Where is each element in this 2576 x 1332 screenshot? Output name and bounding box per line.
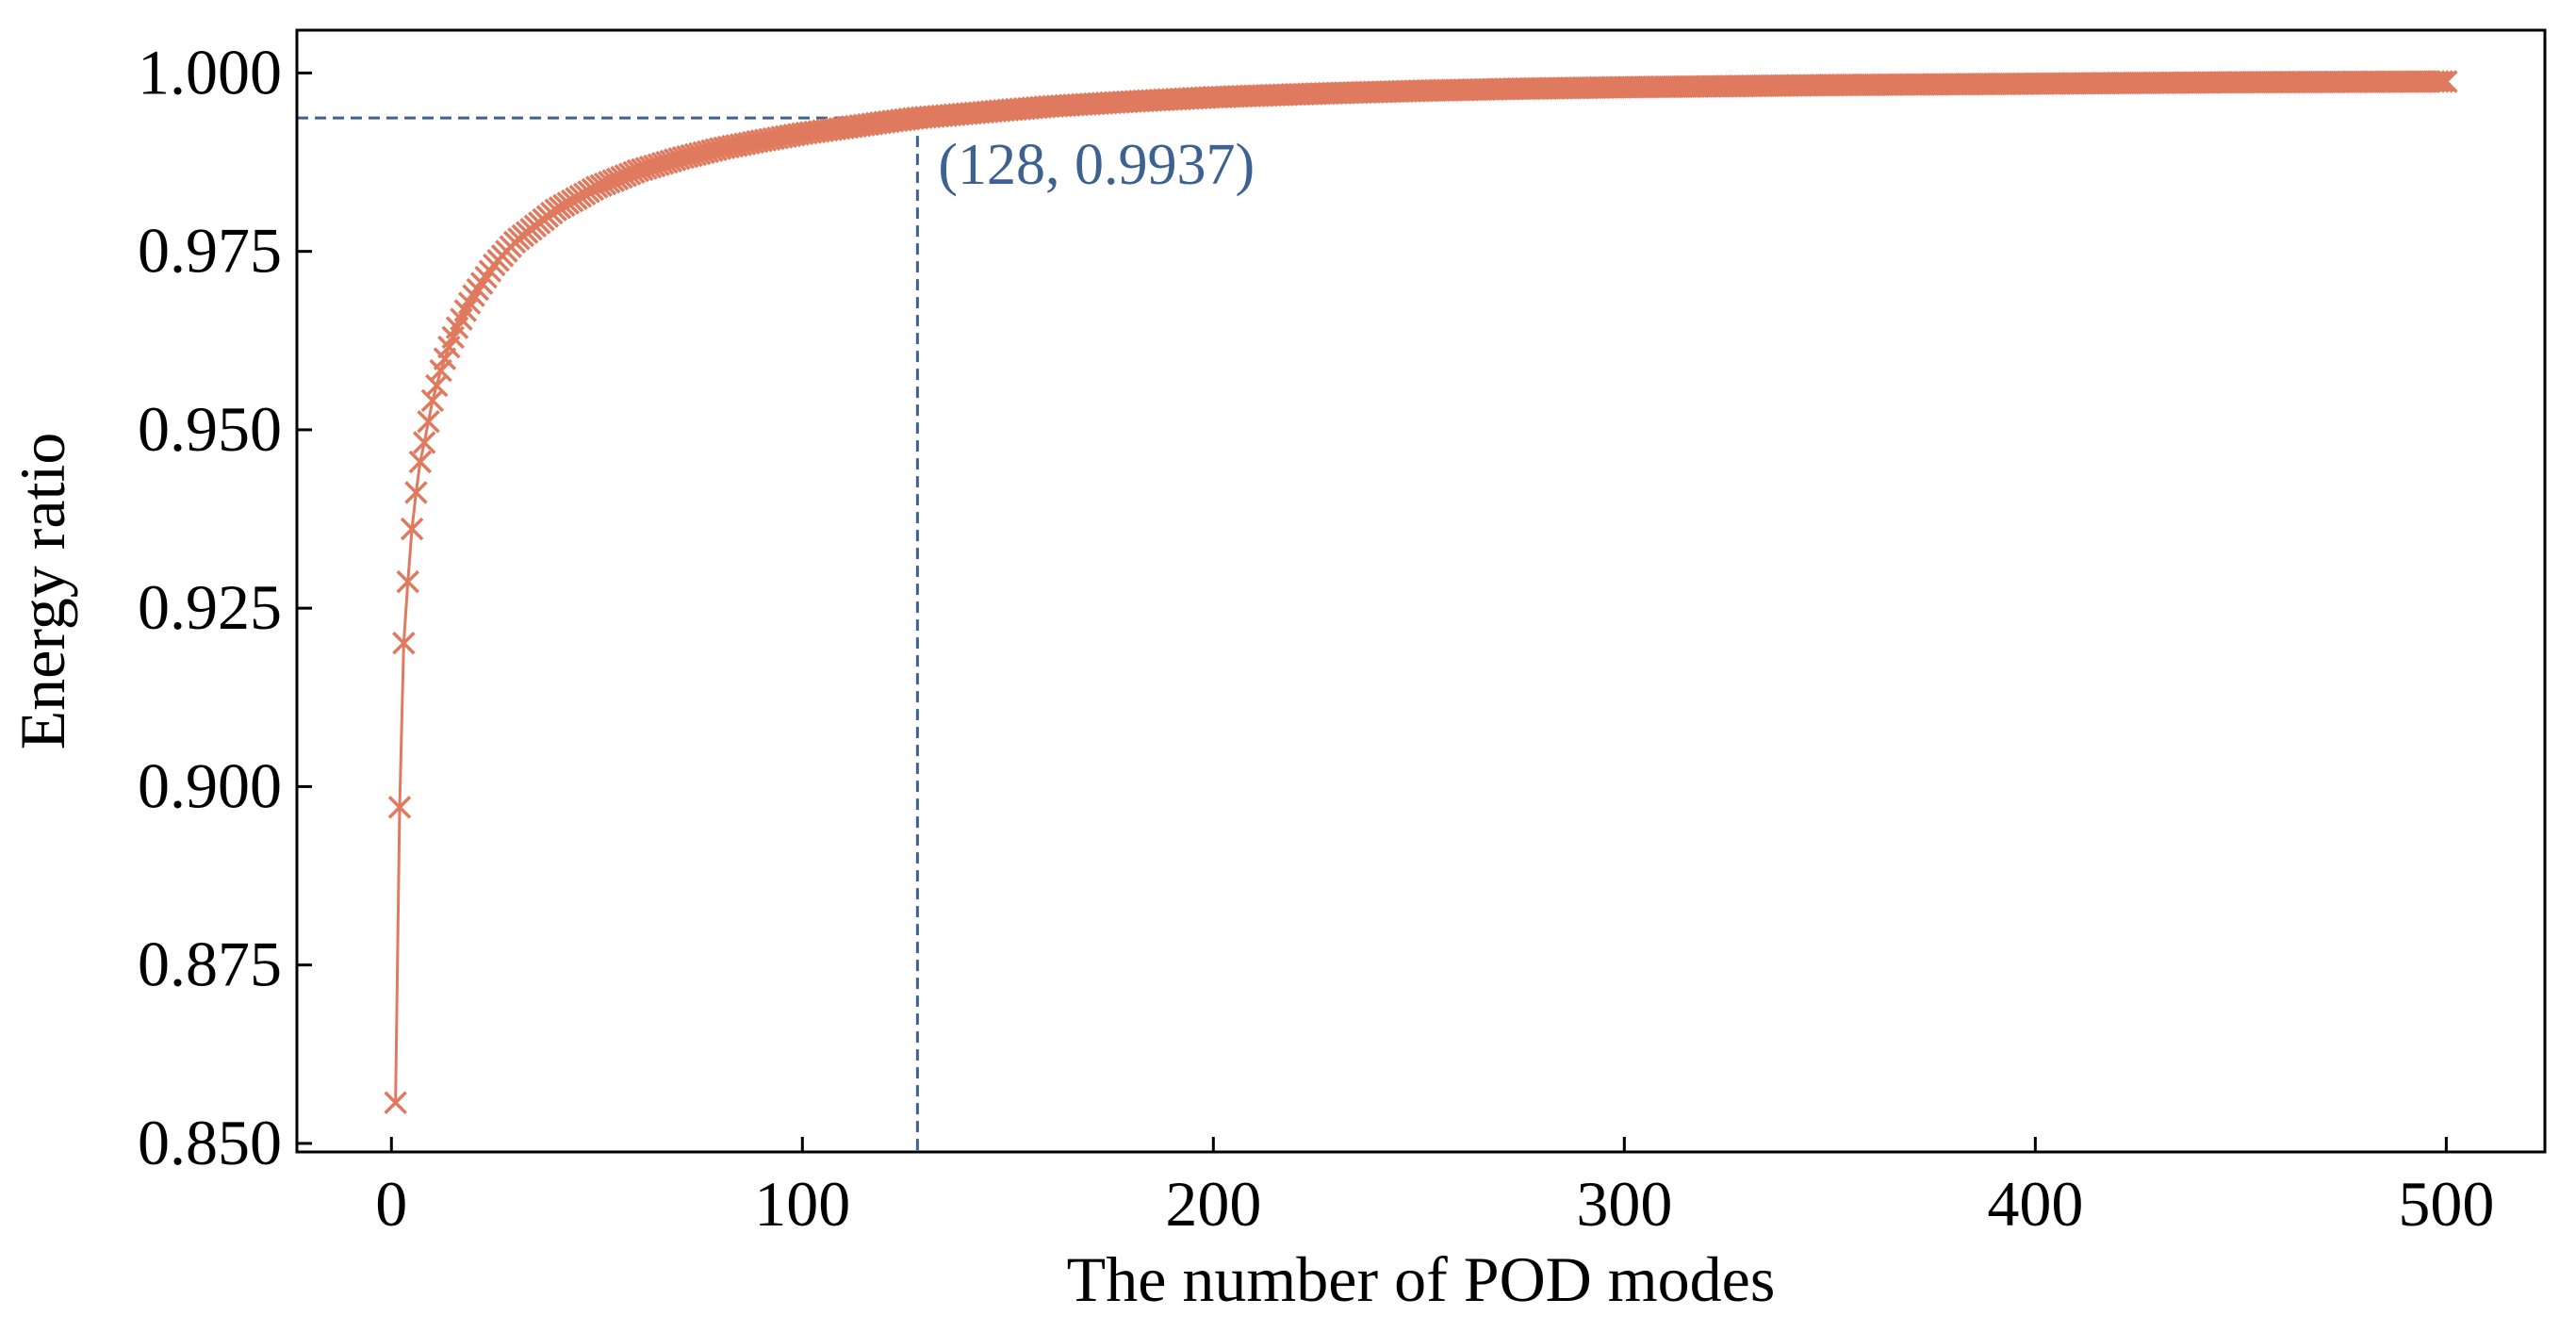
data-point-marker — [622, 160, 646, 185]
data-point-marker — [417, 409, 440, 434]
y-tick-label: 0.900 — [138, 749, 282, 821]
y-tick-label: 0.975 — [138, 215, 282, 287]
data-point-marker — [387, 796, 412, 819]
y-tick-label: 0.950 — [138, 393, 282, 465]
series-line — [394, 80, 2447, 1103]
y-tick-label: 0.875 — [138, 929, 282, 1000]
series-markers — [384, 70, 2458, 1115]
data-point-marker — [412, 431, 436, 454]
y-tick-label: 0.850 — [138, 1107, 282, 1178]
x-tick-label: 0 — [375, 1168, 407, 1240]
data-point-marker — [384, 1091, 407, 1115]
plot-area — [297, 70, 2458, 1152]
y-tick-label: 0.925 — [138, 571, 282, 643]
y-tick-label: 1.000 — [138, 36, 282, 107]
data-point-marker — [396, 569, 419, 594]
x-tick-label: 100 — [754, 1168, 850, 1240]
x-tick-label: 500 — [2398, 1168, 2494, 1240]
x-axis-title: The number of POD modes — [1067, 1243, 1776, 1315]
x-tick-label: 200 — [1165, 1168, 1261, 1240]
highlight-annotation: (128, 0.9937) — [938, 133, 1255, 197]
y-axis-title: Energy ratio — [7, 433, 78, 750]
data-point-marker — [2426, 70, 2450, 93]
data-point-marker — [420, 388, 445, 413]
y-axis-ticks: 0.850 0.875 0.900 0.925 0.950 0.975 1.000 — [138, 36, 312, 1178]
data-point-marker — [2435, 70, 2458, 93]
x-tick-label: 300 — [1576, 1168, 1672, 1240]
axes-frame — [295, 28, 2547, 1154]
data-point-marker — [2430, 70, 2454, 93]
data-point-marker — [408, 450, 433, 474]
x-axis-ticks: 0 100 200 300 400 500 — [375, 1137, 2494, 1240]
data-point-marker — [404, 481, 428, 504]
x-tick-label: 400 — [1987, 1168, 2083, 1240]
data-point-marker — [400, 517, 424, 541]
data-point-marker — [392, 632, 416, 655]
data-point-marker — [425, 373, 449, 398]
